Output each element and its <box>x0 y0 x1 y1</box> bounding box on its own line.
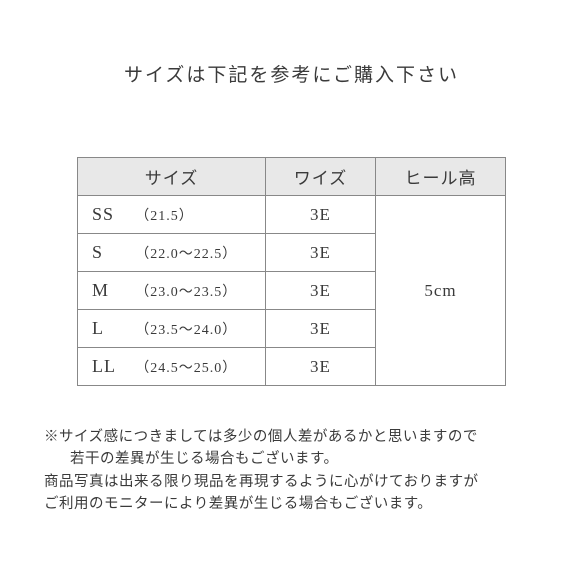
size-cell: LL （24.5～25.0） <box>78 348 266 386</box>
size-code: SS <box>92 204 130 225</box>
note-line: ※サイズ感につきましては多少の個人差があるかと思いますので <box>44 426 539 448</box>
size-cell: SS （21.5） <box>78 196 266 234</box>
size-cell: L （23.5～24.0） <box>78 310 266 348</box>
width-cell: 3E <box>266 234 376 272</box>
header-size: サイズ <box>78 158 266 196</box>
note-line: 若干の差異が生じる場合もございます。 <box>44 448 539 470</box>
size-range: （23.0～23.5） <box>135 285 237 300</box>
size-code: LL <box>92 356 130 377</box>
size-table-wrap: サイズ ワイズ ヒール高 SS （21.5） 3E 5cm S （22.0～22… <box>40 157 543 386</box>
size-range: （21.5） <box>135 209 194 224</box>
heel-cell: 5cm <box>376 196 506 386</box>
size-range: （24.5～25.0） <box>135 361 237 376</box>
width-cell: 3E <box>266 196 376 234</box>
size-code: S <box>92 242 130 263</box>
size-code: L <box>92 318 130 339</box>
size-range: （23.5～24.0） <box>135 323 237 338</box>
size-range: （22.0～22.5） <box>135 247 237 262</box>
size-table: サイズ ワイズ ヒール高 SS （21.5） 3E 5cm S （22.0～22… <box>77 157 506 386</box>
width-cell: 3E <box>266 310 376 348</box>
width-cell: 3E <box>266 272 376 310</box>
size-cell: M （23.0～23.5） <box>78 272 266 310</box>
note-line: ご利用のモニターにより差異が生じる場合もございます。 <box>44 493 539 515</box>
header-heel: ヒール高 <box>376 158 506 196</box>
note-line: 商品写真は出来る限り現品を再現するように心がけておりますが <box>44 471 539 493</box>
width-cell: 3E <box>266 348 376 386</box>
table-row: SS （21.5） 3E 5cm <box>78 196 506 234</box>
size-code: M <box>92 280 130 301</box>
page-title: サイズは下記を参考にご購入下さい <box>40 60 543 87</box>
notes: ※サイズ感につきましては多少の個人差があるかと思いますので 若干の差異が生じる場… <box>40 426 543 516</box>
header-width: ワイズ <box>266 158 376 196</box>
size-cell: S （22.0～22.5） <box>78 234 266 272</box>
